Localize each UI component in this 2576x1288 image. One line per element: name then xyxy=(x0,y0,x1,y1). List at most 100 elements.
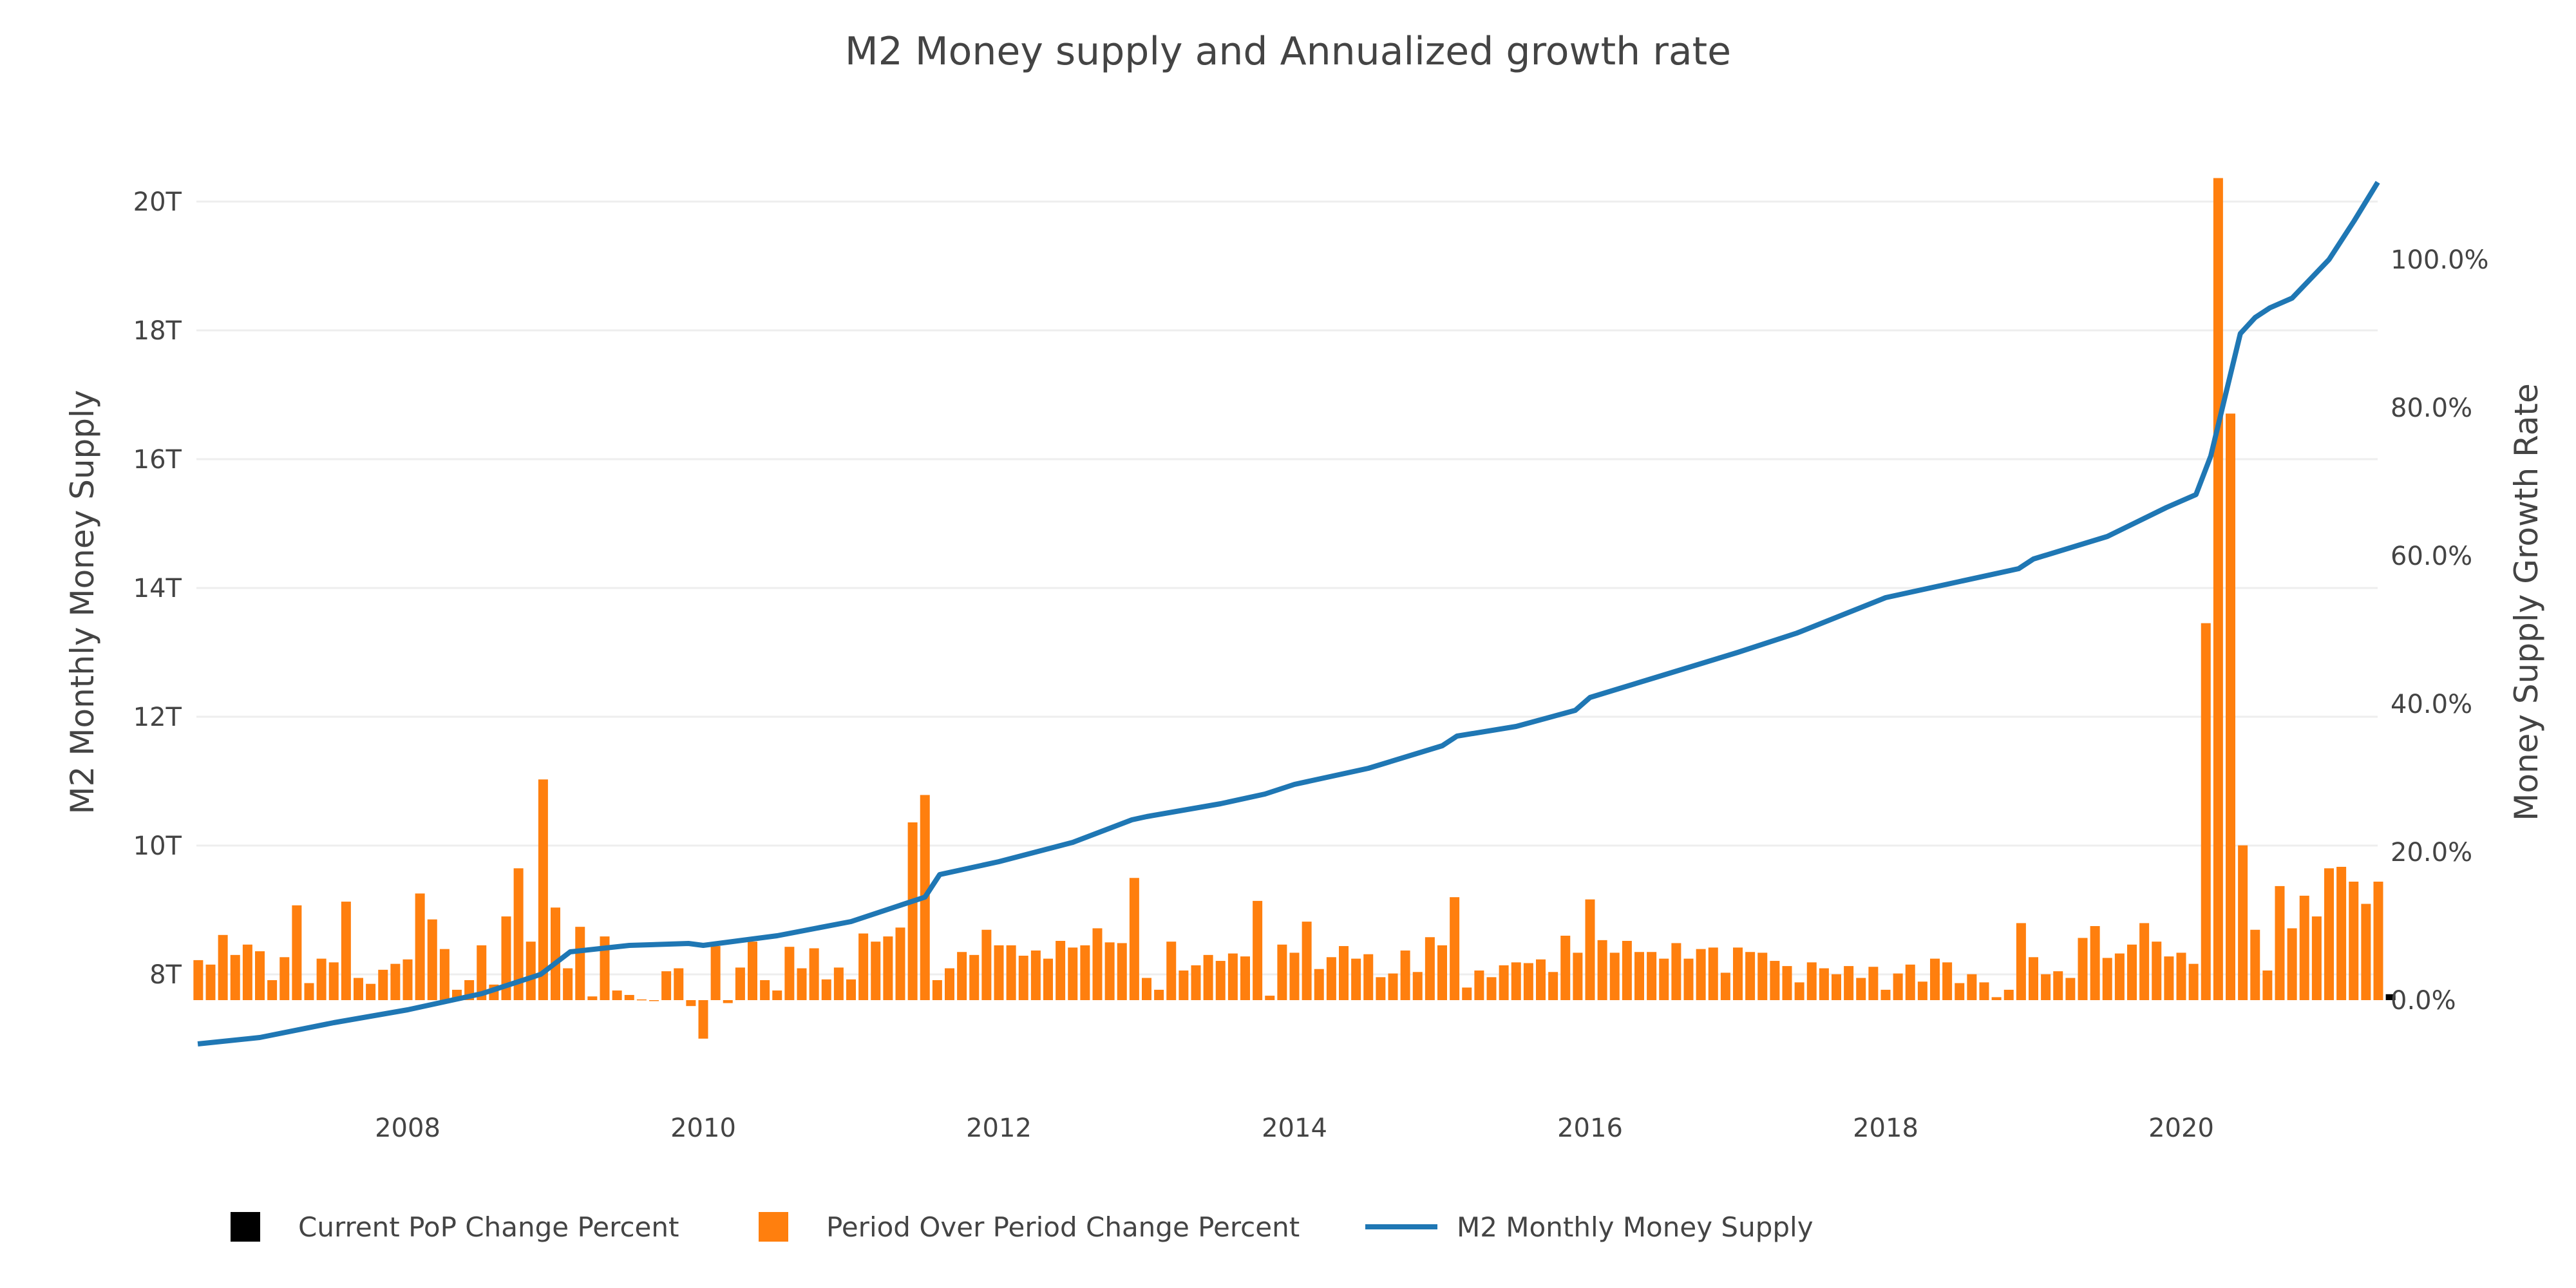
legend-item-pop-change[interactable]: Period Over Period Change Percent xyxy=(759,1211,1300,1243)
bar xyxy=(2349,882,2359,1000)
bar xyxy=(600,936,610,1000)
bar xyxy=(292,905,302,1000)
gridlines xyxy=(196,200,2378,976)
bar xyxy=(1868,967,1879,1000)
bar xyxy=(1425,937,1435,1000)
bars-period-over-period xyxy=(193,178,2383,1039)
bar xyxy=(957,952,967,1000)
bar xyxy=(1930,958,1940,1000)
bar xyxy=(1967,974,1977,1000)
bar xyxy=(1573,952,1583,1000)
x-tick-label: 2014 xyxy=(1262,1113,1327,1143)
bar xyxy=(1819,968,1829,1000)
bar xyxy=(366,983,376,1000)
bar xyxy=(846,979,856,1000)
bar xyxy=(193,960,204,1000)
legend: Current PoP Change Percent Period Over P… xyxy=(231,1211,1814,1243)
bar xyxy=(1696,949,1706,1000)
bar xyxy=(1955,983,1965,1000)
bar xyxy=(2201,623,2211,1000)
bar xyxy=(1560,935,1571,1000)
bar xyxy=(1806,962,1817,1000)
bar xyxy=(2176,952,2186,1000)
bar xyxy=(710,946,721,1000)
bar xyxy=(994,945,1004,1000)
bar xyxy=(402,959,413,1000)
bar xyxy=(1400,950,1410,1000)
bar xyxy=(809,948,819,1000)
bar xyxy=(1511,962,1521,1000)
bar xyxy=(1548,972,1558,1000)
legend-swatch-black xyxy=(231,1212,260,1242)
x-tick-label: 2008 xyxy=(375,1113,440,1143)
bar xyxy=(575,927,585,1000)
x-tick-label: 2020 xyxy=(2148,1113,2214,1143)
bar xyxy=(735,967,745,1000)
bar xyxy=(907,822,918,1000)
bar xyxy=(477,945,487,1000)
bar xyxy=(2287,928,2297,1000)
bar xyxy=(1770,961,1780,1000)
y-right-tick-label: 60.0% xyxy=(2391,542,2472,571)
legend-item-m2[interactable]: M2 Monthly Money Supply xyxy=(1365,1211,1814,1243)
bar xyxy=(2311,916,2322,1000)
bar xyxy=(883,936,893,1000)
bar xyxy=(2114,953,2125,1000)
bar xyxy=(563,968,573,1000)
bar xyxy=(1856,978,1866,1000)
bar xyxy=(2336,867,2347,1000)
y-left-tick-label: 8T xyxy=(149,960,182,990)
bar xyxy=(218,934,228,1000)
bar xyxy=(513,868,524,1000)
bar xyxy=(427,919,437,1000)
legend-label: Period Over Period Change Percent xyxy=(826,1211,1300,1243)
legend-item-current-pop[interactable]: Current PoP Change Percent xyxy=(231,1211,679,1243)
legend-label: Current PoP Change Percent xyxy=(298,1211,679,1243)
bar xyxy=(772,990,782,1000)
bar xyxy=(1536,959,1546,1000)
bar xyxy=(1622,941,1632,1000)
bar xyxy=(2238,845,2248,1000)
bar xyxy=(1326,957,1336,1000)
legend-swatch-orange xyxy=(759,1212,788,1242)
bar xyxy=(612,990,622,1000)
bar xyxy=(2041,974,2051,1000)
bar xyxy=(1277,944,1287,1000)
bar xyxy=(341,902,351,1000)
y-right-axis-title: Money Supply Growth Rate xyxy=(2508,383,2545,820)
bar xyxy=(821,979,831,1000)
bar xyxy=(2250,929,2260,1000)
bar xyxy=(661,971,672,1000)
bar xyxy=(2078,938,2088,1000)
bar xyxy=(242,944,252,1000)
bar xyxy=(1056,941,1066,1000)
bar xyxy=(1191,965,1201,1000)
m2-line xyxy=(197,180,2380,1046)
bar xyxy=(2090,926,2100,1000)
bar xyxy=(1844,966,1854,1000)
bar xyxy=(551,907,560,1000)
x-tick-label: 2018 xyxy=(1853,1113,1918,1143)
bar xyxy=(538,779,548,1000)
bar xyxy=(1388,973,1398,1000)
bar xyxy=(833,967,844,1000)
bar xyxy=(2361,904,2371,1000)
bar xyxy=(1006,945,1016,1000)
bar xyxy=(1117,943,1127,1000)
bar xyxy=(2299,895,2309,1000)
legend-label: M2 Monthly Money Supply xyxy=(1457,1211,1814,1243)
bars-current-pop xyxy=(2385,994,2396,1000)
bar xyxy=(784,947,795,1000)
bar xyxy=(1880,989,1891,1000)
bar xyxy=(1450,897,1460,1000)
bar xyxy=(760,980,770,1000)
bar xyxy=(526,942,536,1000)
bar xyxy=(1043,958,1053,1000)
bar xyxy=(1314,969,1324,1000)
bar xyxy=(1671,943,1681,1000)
y-left-tick-label: 20T xyxy=(133,187,182,217)
bar xyxy=(390,963,401,1000)
bar xyxy=(1240,956,1250,1000)
bar xyxy=(1917,981,1927,1000)
bar xyxy=(932,980,942,1000)
